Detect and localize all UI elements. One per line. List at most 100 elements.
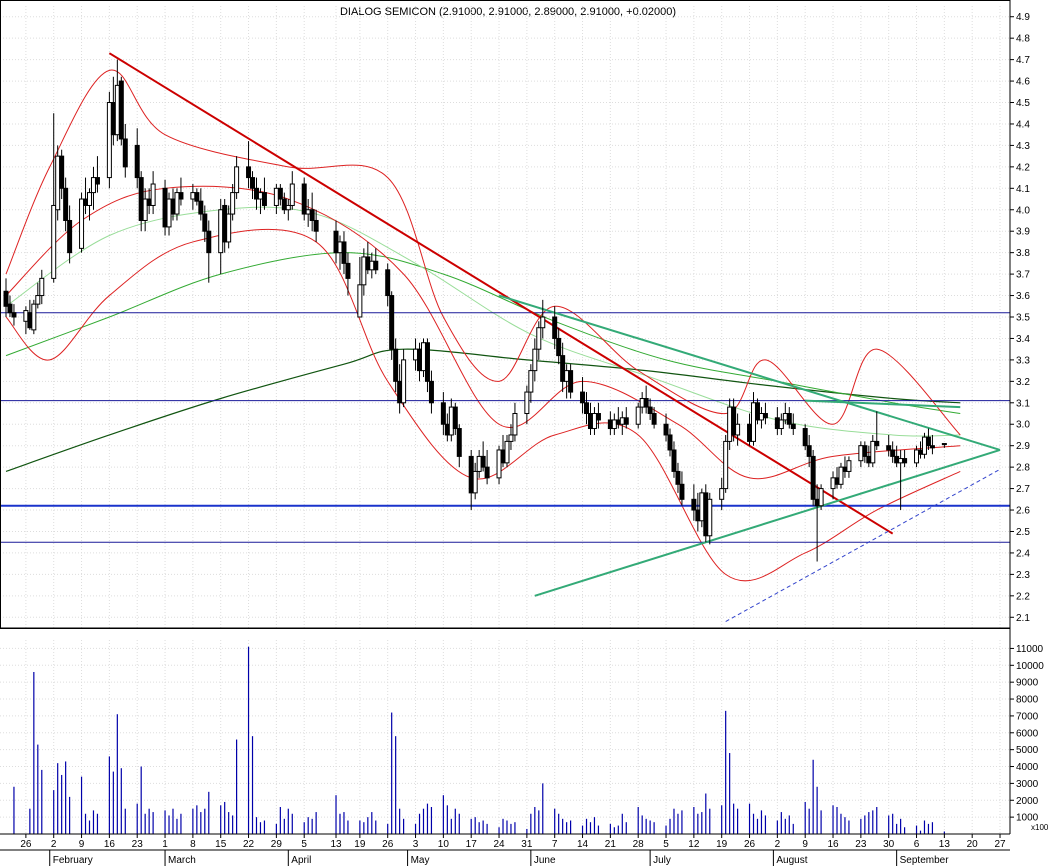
candle (508, 424, 514, 450)
price-tick-label: 4.7 (1016, 55, 1030, 66)
date-tick-label: 22 (243, 839, 255, 850)
candle-body (166, 198, 172, 228)
candle (838, 462, 844, 489)
date-tick-label: 23 (855, 839, 867, 850)
candle (401, 349, 407, 408)
candle-body (762, 413, 768, 419)
candle (591, 407, 597, 435)
volume-tick-label: 4000 (1016, 762, 1039, 773)
candle-body (138, 177, 144, 221)
candle-body (719, 488, 725, 500)
candle-body (595, 413, 601, 421)
candle (134, 128, 140, 189)
candle-body (3, 290, 9, 307)
trendline (725, 468, 1001, 623)
candle-body (420, 342, 426, 372)
candle-body (27, 312, 33, 329)
volume-tick-label: 9000 (1016, 678, 1039, 689)
candle (532, 338, 538, 382)
candle-body (190, 192, 196, 200)
date-tick-label: 8 (190, 839, 196, 850)
volume-tick-label: 10000 (1016, 661, 1044, 672)
candle-body (23, 310, 29, 322)
candle (595, 402, 601, 429)
candle-body (337, 241, 343, 254)
candle (524, 385, 530, 425)
candle-body (55, 155, 61, 211)
candle-body (281, 198, 287, 211)
candle-body (51, 204, 57, 279)
candle-body (786, 413, 792, 425)
candle (345, 252, 351, 296)
price-tick-label: 4.5 (1016, 98, 1030, 109)
candle (941, 443, 947, 448)
candle-body (778, 419, 784, 430)
candle (341, 231, 347, 275)
candle (246, 141, 252, 189)
candle (277, 184, 283, 206)
volume-tick-label: 1000 (1016, 813, 1039, 824)
overlay-ma-short-light-green (5, 206, 961, 437)
candle (635, 402, 641, 429)
candle-body (230, 192, 236, 215)
candle (373, 248, 379, 275)
candle-body (289, 183, 295, 206)
candle (122, 123, 128, 178)
price-tick-label: 2.5 (1016, 527, 1030, 538)
candle-body (647, 406, 653, 415)
candle (846, 456, 852, 478)
candle-body (309, 209, 315, 221)
candle-body (480, 455, 486, 468)
candle (560, 342, 566, 393)
candle (528, 364, 534, 403)
candle (357, 256, 363, 318)
candle-body (830, 477, 836, 490)
price-tick-label: 4.3 (1016, 141, 1030, 152)
candle-body (246, 166, 252, 179)
candle-body (703, 492, 709, 537)
candle (90, 166, 96, 210)
candle (261, 177, 267, 210)
candle-body (532, 348, 538, 372)
date-tick-label: 16 (827, 839, 839, 850)
chart-title: DIALOG SEMICON (2.91000, 2.91000, 2.8900… (340, 6, 676, 18)
candle-body (842, 466, 848, 472)
candle-body (874, 440, 880, 447)
candle-body (870, 440, 876, 464)
candle (921, 432, 927, 459)
candle-body (758, 413, 764, 421)
candle (703, 484, 709, 543)
candle-body (611, 419, 617, 430)
price-tick-label: 3.1 (1016, 398, 1030, 409)
candle-body (707, 498, 713, 537)
candle-body (615, 419, 621, 425)
candle (735, 413, 741, 446)
candle (206, 220, 212, 283)
candle-body (667, 434, 673, 451)
candle-body (476, 455, 482, 472)
date-tick-label: 31 (521, 839, 533, 850)
candle (818, 484, 824, 511)
candle (902, 449, 908, 468)
trendline (534, 449, 1001, 597)
date-tick-label: 26 (382, 839, 394, 850)
date-tick-label: 17 (466, 839, 478, 850)
candle-body (663, 423, 669, 436)
candle (675, 462, 681, 493)
candle-body (218, 209, 224, 254)
candle-body (273, 187, 279, 206)
candle (55, 145, 61, 221)
volume-unit-label: x100 (1031, 823, 1049, 832)
candle-body (914, 449, 920, 464)
candle (456, 424, 462, 468)
candle-body (39, 277, 45, 297)
candle (285, 199, 291, 221)
candle-body (341, 241, 347, 264)
candle-body (222, 204, 228, 243)
candle-body (448, 406, 454, 436)
volume-gridlines (0, 640, 1010, 834)
candle-body (253, 187, 259, 200)
candle (7, 295, 13, 317)
candle-body (735, 423, 741, 436)
